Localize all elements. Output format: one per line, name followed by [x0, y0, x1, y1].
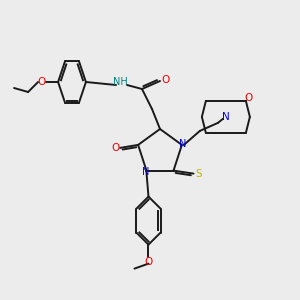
Text: N: N — [142, 167, 149, 177]
Text: O: O — [245, 93, 253, 103]
Text: S: S — [195, 169, 202, 178]
Text: NH: NH — [112, 77, 128, 87]
Text: O: O — [37, 77, 45, 87]
Text: O: O — [161, 75, 169, 85]
Text: O: O — [111, 143, 119, 153]
Text: N: N — [179, 139, 187, 149]
Text: N: N — [222, 112, 230, 122]
Text: O: O — [144, 256, 153, 267]
